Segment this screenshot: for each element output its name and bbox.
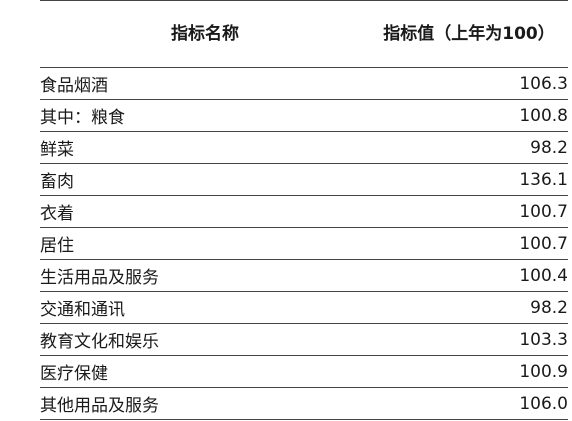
row-value: 100.7 (370, 195, 568, 228)
row-name: 食品烟酒 (40, 67, 370, 100)
row-value: 98.2 (370, 131, 568, 164)
row-name: 畜肉 (40, 163, 370, 196)
table-row: 生活用品及服务 100.4 (40, 259, 568, 292)
price-index-table: 指标名称 指标值（上年为100） 食品烟酒 106.3 其中：粮食 100.8 … (40, 0, 568, 420)
row-name: 生活用品及服务 (40, 259, 370, 292)
row-name: 交通和通讯 (40, 291, 370, 324)
row-name: 居住 (40, 227, 370, 260)
row-value: 100.8 (370, 99, 568, 132)
row-name: 教育文化和娱乐 (40, 323, 370, 356)
row-value: 136.1 (370, 163, 568, 196)
table-row: 交通和通讯 98.2 (40, 291, 568, 324)
table-header-row: 指标名称 指标值（上年为100） (40, 0, 568, 68)
row-value: 98.2 (370, 291, 568, 324)
table-row: 其中：粮食 100.8 (40, 99, 568, 132)
table-row: 居住 100.7 (40, 227, 568, 260)
table-body: 食品烟酒 106.3 其中：粮食 100.8 鲜菜 98.2 畜肉 136.1 … (40, 67, 568, 420)
row-value: 100.4 (370, 259, 568, 292)
row-name: 鲜菜 (40, 131, 370, 164)
header-indicator-value: 指标值（上年为100） (370, 0, 568, 68)
row-name: 其他用品及服务 (40, 387, 370, 420)
row-value: 106.3 (370, 67, 568, 100)
table-row: 其他用品及服务 106.0 (40, 387, 568, 420)
row-name: 其中：粮食 (40, 99, 370, 132)
table-row: 衣着 100.7 (40, 195, 568, 228)
table-row: 鲜菜 98.2 (40, 131, 568, 164)
row-value: 100.9 (370, 355, 568, 388)
row-value: 106.0 (370, 387, 568, 420)
table-row: 畜肉 136.1 (40, 163, 568, 196)
header-indicator-name: 指标名称 (40, 0, 370, 68)
row-value: 100.7 (370, 227, 568, 260)
table-row: 医疗保健 100.9 (40, 355, 568, 388)
table-row: 食品烟酒 106.3 (40, 67, 568, 100)
row-name: 医疗保健 (40, 355, 370, 388)
table-row: 教育文化和娱乐 103.3 (40, 323, 568, 356)
row-name: 衣着 (40, 195, 370, 228)
row-value: 103.3 (370, 323, 568, 356)
